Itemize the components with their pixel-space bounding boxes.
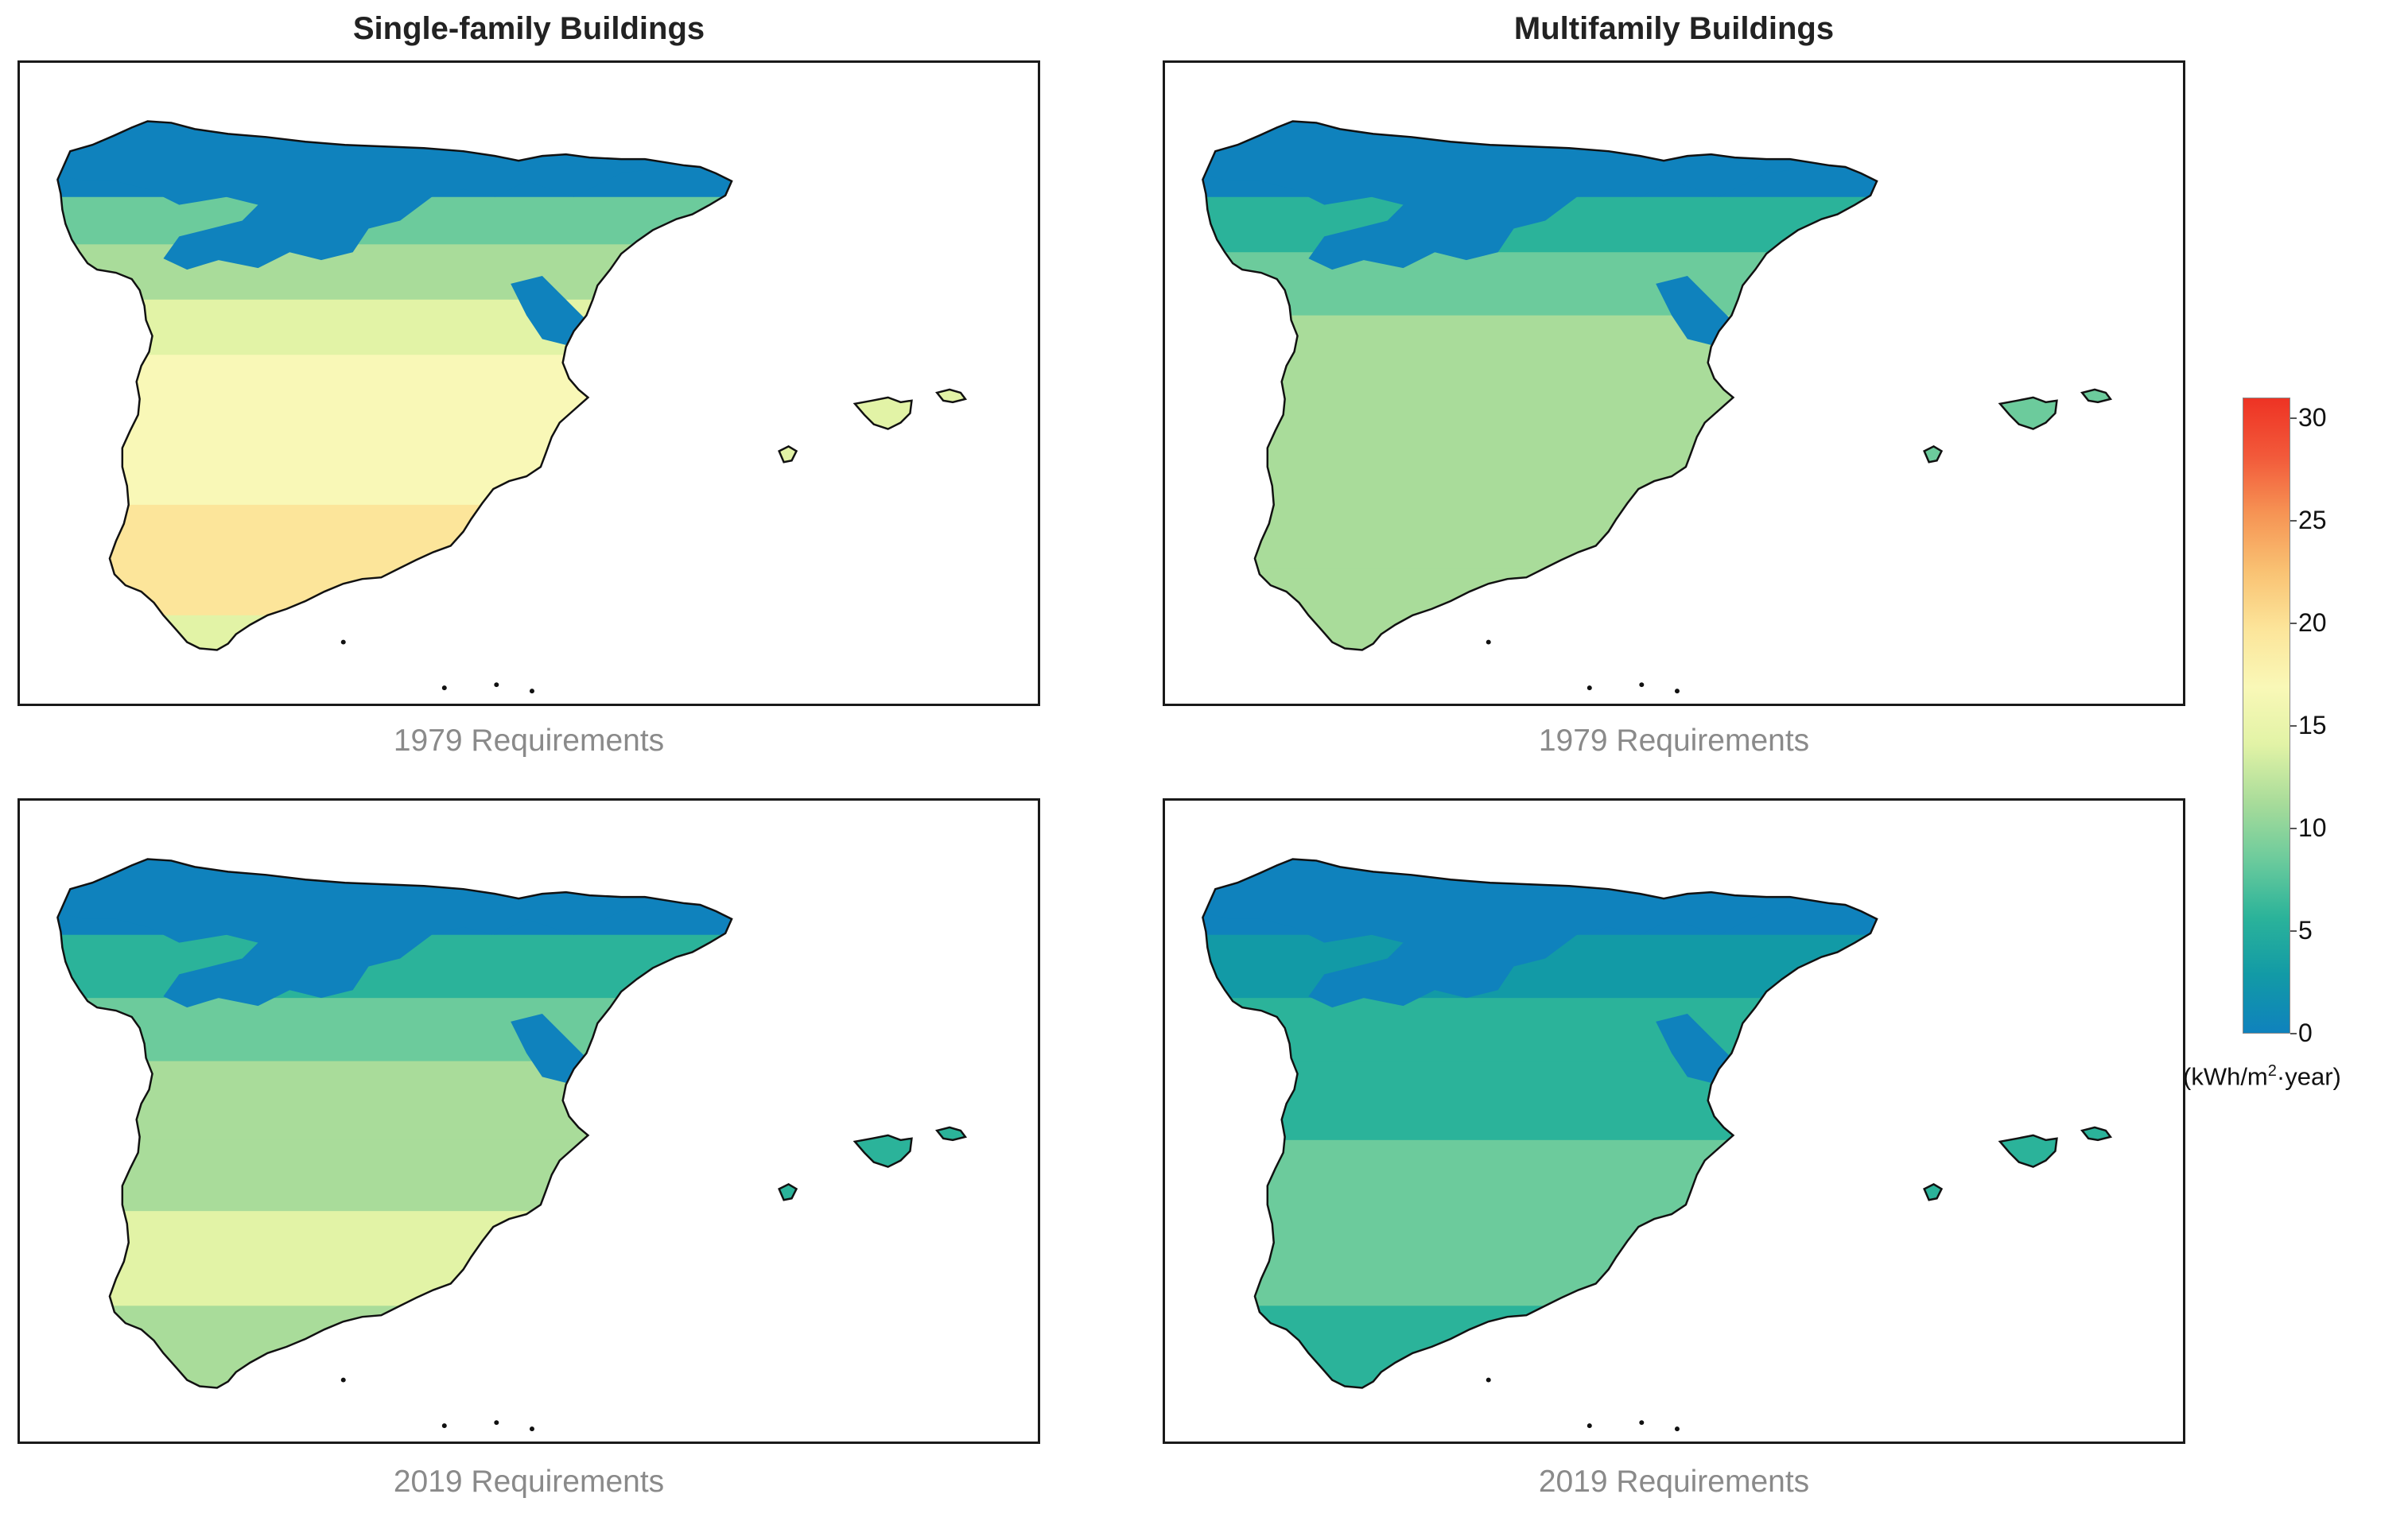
colorbar-tick-label: 5 bbox=[2298, 915, 2313, 945]
low-demand-iberian-range bbox=[511, 276, 590, 347]
map-svg bbox=[56, 858, 968, 1432]
small-territory-dot bbox=[1674, 1426, 1680, 1432]
map-panel-single-family-2019 bbox=[17, 798, 1040, 1444]
small-territory-dot bbox=[1674, 689, 1680, 694]
colorbar-tick-label: 0 bbox=[2298, 1019, 2313, 1047]
caption-single-family-2019: 2019 Requirements bbox=[393, 1465, 665, 1499]
low-demand-iberian-range bbox=[1656, 1014, 1735, 1085]
small-territory-dot bbox=[1639, 1420, 1645, 1426]
balearic-island bbox=[853, 396, 913, 430]
column-title-single-family: Single-family Buildings bbox=[352, 11, 705, 46]
colorbar-tick-label: 10 bbox=[2298, 813, 2327, 842]
small-territory-dot bbox=[340, 639, 346, 645]
colorbar-unit-label: (kWh/m2·year) bbox=[2183, 1062, 2341, 1091]
small-territory-dot bbox=[494, 682, 499, 688]
small-territory-dot bbox=[494, 1420, 499, 1426]
map-panel-multifamily-1979 bbox=[1163, 60, 2185, 706]
value-band bbox=[57, 504, 732, 617]
value-band bbox=[57, 417, 732, 506]
colorbar-tick-mark bbox=[2290, 1033, 2297, 1034]
spain-outline bbox=[1202, 120, 1878, 651]
map-panel-single-family-1979 bbox=[17, 60, 1040, 706]
colorbar-tick-mark bbox=[2290, 417, 2297, 419]
colorbar-tick-label: 30 bbox=[2298, 402, 2327, 432]
small-territory-dot bbox=[1639, 682, 1645, 688]
balearic-island bbox=[2080, 388, 2113, 404]
balearic-island bbox=[2080, 1126, 2113, 1142]
value-band bbox=[57, 196, 732, 246]
column-title-multifamily: Multifamily Buildings bbox=[1513, 11, 1835, 46]
colorbar-tick-label: 20 bbox=[2298, 607, 2327, 637]
small-territory-dot bbox=[529, 1426, 534, 1432]
low-demand-iberian-range bbox=[511, 1014, 590, 1085]
map-fill-bands bbox=[1202, 121, 1878, 650]
value-band bbox=[57, 1211, 732, 1308]
colorbar-tick-mark bbox=[2290, 519, 2297, 522]
map-fill-bands bbox=[1202, 859, 1878, 1388]
map-fill-bands bbox=[57, 121, 732, 650]
small-territory-dot bbox=[1486, 639, 1491, 645]
spain-outline bbox=[56, 120, 733, 651]
balearic-island bbox=[853, 1134, 913, 1168]
small-territory-dot bbox=[1587, 685, 1592, 691]
value-band bbox=[57, 1306, 732, 1388]
small-territory-dot bbox=[1486, 1377, 1491, 1383]
balearic-island bbox=[1998, 1134, 2058, 1168]
colorbar-tick-mark bbox=[2290, 827, 2297, 829]
value-band bbox=[1202, 568, 1878, 650]
value-band bbox=[1202, 1306, 1878, 1388]
small-territory-dot bbox=[441, 685, 447, 691]
value-band bbox=[1202, 1211, 1878, 1308]
balearic-island bbox=[1998, 396, 2058, 430]
colorbar-tick-label: 15 bbox=[2298, 710, 2327, 739]
balearic-island bbox=[935, 388, 968, 404]
colorbar-tick-mark bbox=[2290, 724, 2297, 727]
balearic-island bbox=[1923, 1182, 1944, 1201]
balearic-island bbox=[778, 444, 798, 464]
map-svg bbox=[1202, 120, 2113, 694]
small-territory-dot bbox=[529, 689, 534, 694]
small-territory-dot bbox=[340, 1377, 346, 1383]
value-band bbox=[1202, 1061, 1878, 1142]
balearic-island bbox=[1923, 444, 1944, 464]
low-demand-iberian-range bbox=[1656, 276, 1735, 347]
map-panel-multifamily-2019 bbox=[1163, 798, 2185, 1444]
colorbar-tick-label: 25 bbox=[2298, 505, 2327, 534]
caption-multifamily-1979: 1979 Requirements bbox=[1538, 724, 1810, 758]
small-territory-dot bbox=[441, 1423, 447, 1429]
value-band bbox=[57, 1061, 732, 1142]
balearic-island bbox=[778, 1182, 798, 1201]
map-svg bbox=[56, 120, 968, 694]
small-territory-dot bbox=[1587, 1423, 1592, 1429]
balearic-island bbox=[935, 1126, 968, 1142]
spain-outline bbox=[56, 858, 733, 1389]
caption-single-family-1979: 1979 Requirements bbox=[393, 724, 665, 758]
value-band bbox=[1202, 315, 1878, 396]
colorbar bbox=[2243, 398, 2290, 1034]
map-svg bbox=[1202, 858, 2113, 1432]
spain-outline bbox=[1202, 858, 1878, 1389]
colorbar-tick-mark bbox=[2290, 929, 2297, 932]
colorbar-tick-mark bbox=[2290, 622, 2297, 624]
value-band bbox=[1202, 473, 1878, 570]
caption-multifamily-2019: 2019 Requirements bbox=[1538, 1465, 1810, 1499]
map-fill-bands bbox=[57, 859, 732, 1388]
value-band bbox=[57, 615, 732, 650]
